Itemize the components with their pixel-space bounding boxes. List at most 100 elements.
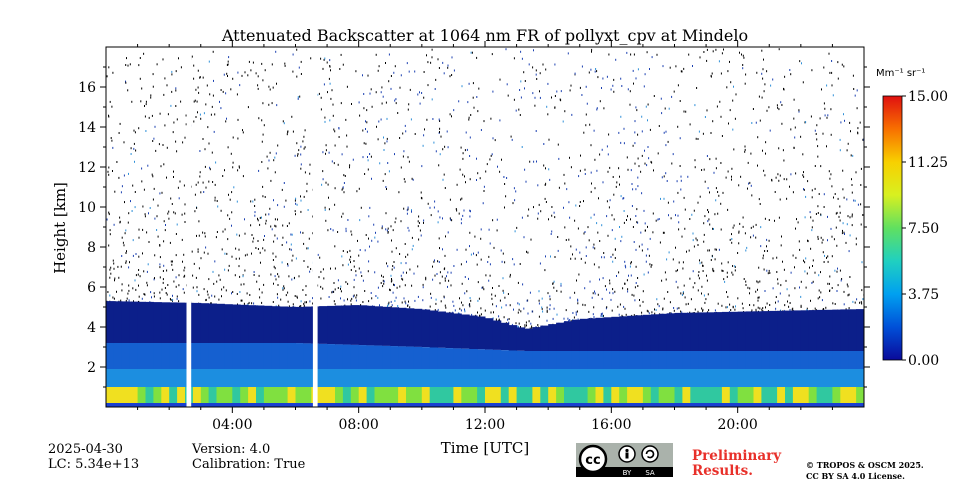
noise-speckle bbox=[283, 285, 285, 288]
upper-aerosol-layer bbox=[248, 305, 257, 343]
noise-speckle bbox=[340, 285, 342, 288]
noise-speckle bbox=[394, 99, 396, 102]
noise-speckle bbox=[649, 68, 650, 70]
noise-speckle bbox=[697, 310, 699, 313]
noise-speckle bbox=[153, 295, 155, 298]
noise-speckle bbox=[265, 222, 267, 225]
noise-speckle bbox=[400, 166, 402, 169]
noise-speckle bbox=[163, 163, 165, 166]
upper-aerosol-layer bbox=[816, 309, 825, 351]
noise-speckle bbox=[646, 309, 648, 312]
noise-speckle bbox=[592, 292, 594, 295]
noise-speckle bbox=[777, 173, 779, 176]
ground-layer bbox=[413, 403, 423, 407]
noise-speckle bbox=[706, 59, 708, 62]
noise-speckle bbox=[375, 295, 377, 297]
noise-speckle bbox=[232, 77, 234, 80]
noise-speckle bbox=[845, 241, 847, 244]
noise-speckle bbox=[337, 279, 339, 282]
noise-speckle bbox=[615, 58, 617, 61]
noise-speckle bbox=[607, 170, 609, 173]
noise-speckle bbox=[439, 216, 441, 219]
noise-speckle bbox=[704, 180, 706, 183]
noise-speckle bbox=[541, 306, 543, 309]
noise-speckle bbox=[195, 116, 197, 118]
ground-layer bbox=[382, 403, 391, 407]
noise-speckle bbox=[661, 176, 663, 179]
noise-speckle bbox=[220, 89, 222, 91]
noise-speckle bbox=[194, 99, 196, 102]
ground-layer bbox=[295, 403, 304, 407]
ground-layer bbox=[319, 403, 328, 407]
noise-speckle bbox=[259, 251, 261, 254]
noise-speckle bbox=[277, 296, 279, 299]
noise-speckle bbox=[108, 114, 109, 117]
noise-speckle bbox=[669, 301, 671, 304]
noise-speckle bbox=[439, 282, 441, 285]
noise-speckle bbox=[806, 307, 808, 310]
mid-aerosol-layer bbox=[777, 351, 786, 369]
chart-title: Attenuated Backscatter at 1064 nm FR of … bbox=[221, 26, 748, 45]
noise-speckle bbox=[198, 234, 200, 237]
noise-speckle bbox=[397, 305, 399, 307]
lower-aerosol-layer bbox=[721, 369, 731, 387]
surface-layer bbox=[532, 387, 541, 403]
surface-layer bbox=[350, 387, 360, 403]
noise-speckle bbox=[577, 299, 579, 302]
lower-aerosol-layer bbox=[690, 369, 699, 387]
noise-speckle bbox=[527, 251, 529, 254]
noise-speckle bbox=[304, 171, 306, 174]
noise-speckle bbox=[798, 240, 800, 243]
noise-speckle bbox=[751, 309, 753, 312]
noise-speckle bbox=[452, 300, 454, 303]
noise-speckle bbox=[842, 222, 844, 225]
noise-speckle bbox=[779, 174, 781, 177]
noise-speckle bbox=[138, 228, 140, 231]
noise-speckle bbox=[162, 281, 164, 284]
noise-speckle bbox=[170, 260, 172, 263]
noise-speckle bbox=[334, 245, 336, 248]
noise-speckle bbox=[350, 269, 352, 271]
lower-aerosol-layer bbox=[785, 369, 794, 387]
noise-speckle bbox=[649, 237, 651, 240]
noise-speckle bbox=[469, 136, 471, 139]
data-gaps bbox=[186, 47, 318, 407]
noise-speckle bbox=[382, 285, 384, 288]
noise-speckle bbox=[625, 266, 627, 269]
noise-speckle bbox=[297, 153, 299, 155]
noise-speckle bbox=[170, 104, 172, 107]
noise-speckle bbox=[337, 287, 339, 289]
lower-aerosol-layer bbox=[840, 369, 849, 387]
noise-speckle bbox=[854, 199, 856, 202]
noise-speckle bbox=[266, 155, 268, 158]
noise-speckle bbox=[799, 60, 801, 63]
noise-speckle bbox=[849, 234, 851, 237]
noise-speckle bbox=[814, 165, 816, 167]
noise-speckle bbox=[642, 300, 644, 303]
noise-speckle bbox=[694, 104, 696, 107]
noise-speckle bbox=[235, 247, 237, 250]
noise-speckle bbox=[741, 302, 743, 305]
noise-speckle bbox=[469, 297, 471, 299]
noise-speckle bbox=[801, 62, 802, 65]
noise-speckle bbox=[231, 255, 233, 258]
noise-speckle bbox=[238, 234, 240, 237]
noise-speckle bbox=[411, 248, 413, 251]
noise-speckle bbox=[524, 168, 526, 171]
noise-speckle bbox=[133, 300, 134, 303]
noise-speckle bbox=[388, 301, 390, 304]
noise-speckle bbox=[529, 160, 531, 163]
noise-speckle bbox=[539, 96, 541, 99]
upper-aerosol-layer bbox=[398, 307, 407, 347]
noise-speckle bbox=[668, 107, 670, 110]
noise-speckle bbox=[121, 283, 123, 286]
noise-speckle bbox=[731, 241, 733, 244]
noise-speckle bbox=[528, 320, 530, 323]
ground-layer bbox=[611, 403, 620, 407]
noise-speckle bbox=[405, 255, 407, 258]
noise-speckle bbox=[793, 98, 795, 101]
noise-speckle bbox=[192, 274, 194, 277]
mid-aerosol-layer bbox=[192, 343, 202, 369]
noise-speckle bbox=[168, 217, 170, 220]
